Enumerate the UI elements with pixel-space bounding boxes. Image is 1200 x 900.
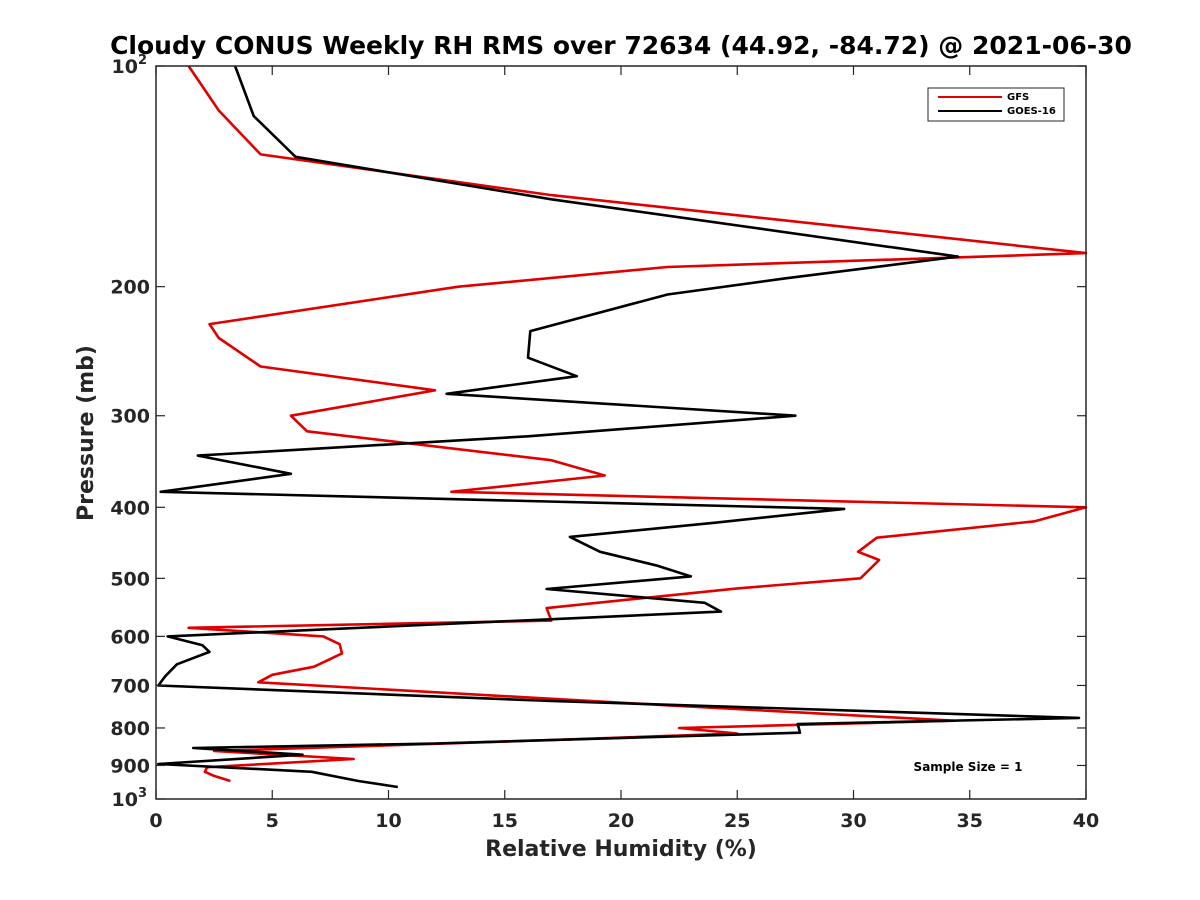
y-tick-label: 500 bbox=[110, 568, 150, 590]
x-axis: 0 5 10 15 20 25 30 35 40 bbox=[149, 66, 1099, 832]
x-axis-label: Relative Humidity (%) bbox=[485, 837, 757, 862]
y-tick-label: 900 bbox=[110, 755, 150, 777]
x-tick-label: 40 bbox=[1073, 810, 1099, 832]
legend-box bbox=[927, 87, 1065, 122]
legend: GFS GOES-16 bbox=[927, 87, 1065, 122]
x-tick-label: 10 bbox=[375, 810, 401, 832]
x-tick-label: 35 bbox=[957, 810, 983, 832]
y-tick-label: 800 bbox=[110, 718, 150, 740]
x-tick-label: 0 bbox=[149, 810, 162, 832]
y-tick-label: 300 bbox=[110, 406, 150, 428]
plot-axes-frame bbox=[155, 65, 1087, 800]
x-tick-label: 5 bbox=[266, 810, 279, 832]
chart-title: Cloudy CONUS Weekly RH RMS over 72634 (4… bbox=[110, 31, 1132, 60]
x-tick-label: 30 bbox=[840, 810, 866, 832]
y-tick-label: 600 bbox=[110, 626, 150, 648]
y-tick-label: 200 bbox=[110, 277, 150, 299]
series-line-gfs bbox=[187, 65, 1088, 783]
plot-series bbox=[157, 65, 1088, 789]
series-line-goes16 bbox=[157, 65, 1081, 789]
sample-size-annotation: Sample Size = 1 bbox=[914, 760, 1023, 774]
x-tick-label: 25 bbox=[724, 810, 750, 832]
legend-label-goes16: GOES-16 bbox=[1007, 106, 1056, 117]
x-tick-label: 20 bbox=[608, 810, 634, 832]
legend-label-gfs: GFS bbox=[1007, 92, 1029, 103]
x-tick-label: 15 bbox=[492, 810, 518, 832]
y-axis-label: Pressure (mb) bbox=[74, 345, 99, 521]
y-tick-label: 103 bbox=[112, 786, 148, 811]
y-tick-label: 102 bbox=[112, 53, 148, 78]
y-tick-label: 700 bbox=[110, 675, 150, 697]
y-tick-label: 400 bbox=[110, 497, 150, 519]
